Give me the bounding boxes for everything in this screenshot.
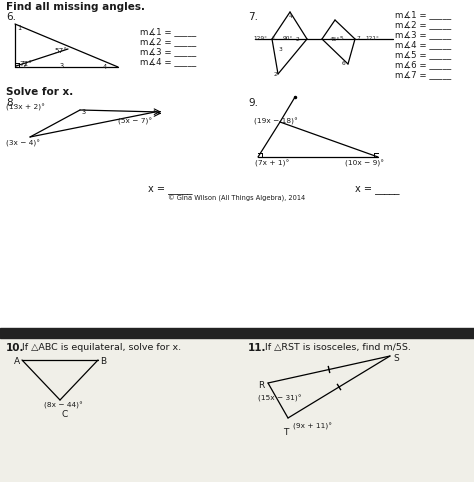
Text: (7x + 1)°: (7x + 1)° xyxy=(255,160,289,167)
Text: 9.: 9. xyxy=(248,98,258,108)
Text: m∡1 = _____: m∡1 = _____ xyxy=(140,27,196,36)
Text: x = _____: x = _____ xyxy=(355,184,400,194)
Text: m∡2 = _____: m∡2 = _____ xyxy=(395,20,451,29)
Text: (9x + 11)°: (9x + 11)° xyxy=(293,423,332,430)
Text: (3x − 4)°: (3x − 4)° xyxy=(6,140,40,147)
Text: 45°: 45° xyxy=(330,37,340,42)
Text: 3: 3 xyxy=(60,63,64,69)
Text: 2: 2 xyxy=(274,72,278,77)
Text: R: R xyxy=(258,381,264,390)
Text: 4: 4 xyxy=(103,64,107,70)
Text: A: A xyxy=(14,357,20,366)
Text: (15x − 31)°: (15x − 31)° xyxy=(258,395,301,402)
Text: T: T xyxy=(283,428,288,437)
Text: 3: 3 xyxy=(279,47,283,52)
Text: 8.: 8. xyxy=(6,98,16,108)
Text: 6: 6 xyxy=(342,61,346,66)
Text: 2: 2 xyxy=(23,63,27,69)
Text: 7.: 7. xyxy=(248,12,258,22)
Text: 11.: 11. xyxy=(248,343,266,353)
Text: If △ABC is equilateral, solve for x.: If △ABC is equilateral, solve for x. xyxy=(22,343,181,352)
Text: m∡7 = _____: m∡7 = _____ xyxy=(395,70,451,79)
Text: 129°: 129° xyxy=(253,36,267,41)
Text: m∡4 = _____: m∡4 = _____ xyxy=(140,57,196,66)
Text: (19x − 18)°: (19x − 18)° xyxy=(254,118,298,125)
Text: m∡5 = _____: m∡5 = _____ xyxy=(395,50,451,59)
Text: 1: 1 xyxy=(271,36,274,41)
Text: 121°: 121° xyxy=(365,36,379,41)
Text: m∡4 = _____: m∡4 = _____ xyxy=(395,40,451,49)
Text: 6.: 6. xyxy=(6,12,16,22)
Text: 90°: 90° xyxy=(283,36,293,41)
Bar xyxy=(0,338,474,482)
Text: 72°: 72° xyxy=(19,61,32,67)
Text: © Gina Wilson (All Things Algebra), 2014: © Gina Wilson (All Things Algebra), 2014 xyxy=(168,195,306,202)
Text: B: B xyxy=(100,357,106,366)
Text: m∡3 = _____: m∡3 = _____ xyxy=(395,30,451,39)
Bar xyxy=(0,0,474,334)
Text: 5: 5 xyxy=(340,36,344,41)
Text: 2: 2 xyxy=(296,37,300,42)
Text: m∡3 = _____: m∡3 = _____ xyxy=(140,47,196,56)
Text: (8x − 44)°: (8x − 44)° xyxy=(44,402,83,409)
Text: 7: 7 xyxy=(357,36,361,41)
Text: 10.: 10. xyxy=(6,343,25,353)
Text: If △RST is isosceles, find m∕5S.: If △RST is isosceles, find m∕5S. xyxy=(265,343,411,352)
Text: (10x − 9)°: (10x − 9)° xyxy=(345,160,384,167)
Text: m∡6 = _____: m∡6 = _____ xyxy=(395,60,451,69)
Text: 57°: 57° xyxy=(54,48,67,54)
Text: Solve for x.: Solve for x. xyxy=(6,87,73,97)
Text: Find all missing angles.: Find all missing angles. xyxy=(6,2,145,12)
Text: x = _____: x = _____ xyxy=(148,184,192,194)
Text: 4: 4 xyxy=(289,14,293,19)
Text: 1: 1 xyxy=(17,25,21,31)
Text: (13x + 2)°: (13x + 2)° xyxy=(6,104,45,111)
Text: m∡2 = _____: m∡2 = _____ xyxy=(140,37,196,46)
Bar xyxy=(0,328,474,338)
Text: 3: 3 xyxy=(82,109,86,115)
Text: m∡1 = _____: m∡1 = _____ xyxy=(395,10,451,19)
Text: S: S xyxy=(393,354,399,363)
Text: (5x − 7)°: (5x − 7)° xyxy=(118,118,152,125)
Text: C: C xyxy=(62,410,68,419)
